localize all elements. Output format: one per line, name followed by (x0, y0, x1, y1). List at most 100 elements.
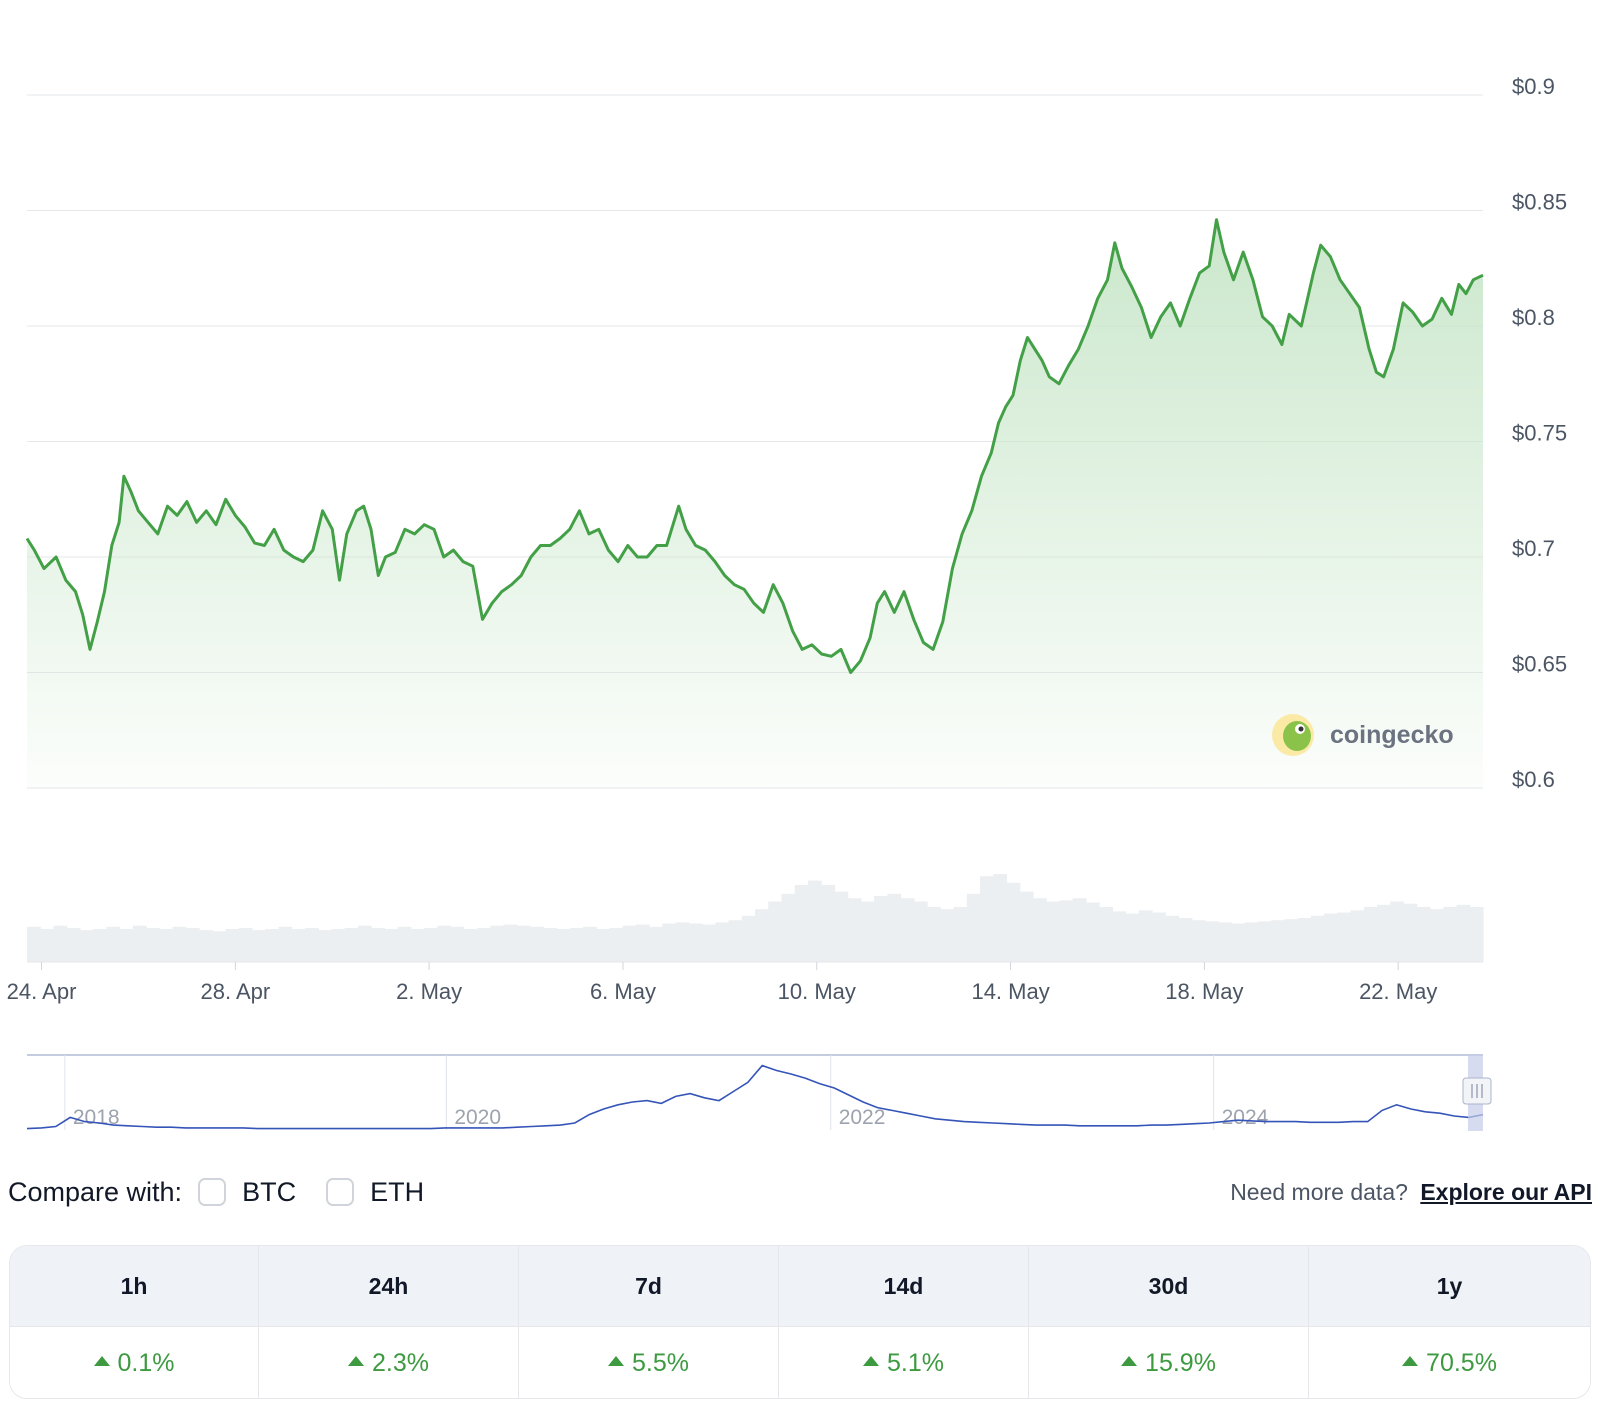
compare-label: Compare with: (8, 1176, 183, 1207)
volume-bar (106, 926, 121, 962)
volume-bar (887, 893, 902, 962)
value-1y: 70.5% (1309, 1327, 1590, 1398)
navigator-line (26, 1064, 1484, 1130)
volume-bar (371, 927, 385, 962)
volume-bar (1363, 907, 1378, 962)
volume-bar (768, 901, 783, 962)
volume-bar (212, 931, 227, 962)
volume-bar (781, 893, 796, 962)
value-1h-text: 0.1% (117, 1348, 175, 1377)
value-7d: 5.5% (519, 1327, 779, 1398)
volume-bar (185, 927, 200, 962)
volume-bar (1244, 922, 1259, 962)
volume-bar (53, 925, 68, 962)
price-chart[interactable]: $0.9 $0.85 $0.8 $0.75 $0.7 $0.65 $0.6 coingeck… (0, 0, 1600, 1010)
volume-bar (252, 930, 266, 962)
volume-bars (27, 874, 1484, 962)
volume-bar (1059, 900, 1074, 962)
performance-table: 1h 24h 7d 14d 30d 1y 0.1% 2.3% 5.5% 5.1%… (9, 1245, 1591, 1399)
range-navigator[interactable]: 2018 2020 2022 2024 (0, 1050, 1600, 1132)
btc-checkbox[interactable] (198, 1178, 227, 1206)
volume-bar (953, 907, 968, 962)
watermark-text: coingecko (1330, 721, 1454, 749)
volume-bar (940, 909, 955, 962)
navigator-year-label: 2024 (1222, 1106, 1269, 1129)
volume-bar (463, 929, 478, 962)
volume-bar (1191, 920, 1206, 962)
volume-bar (516, 925, 531, 962)
volume-bar (93, 929, 108, 962)
header-7d: 7d (519, 1246, 779, 1326)
y-tick-label: $0.7 (1512, 536, 1555, 561)
volume-bar (582, 926, 597, 962)
eth-checkbox[interactable] (326, 1178, 355, 1206)
volume-bar (622, 925, 637, 962)
y-tick-label: $0.85 (1512, 190, 1567, 215)
x-tick-label: 2. May (396, 979, 462, 1004)
volume-bar (199, 930, 213, 962)
performance-value-row: 0.1% 2.3% 5.5% 5.1% 15.9% 70.5% (10, 1326, 1590, 1398)
volume-bar (503, 924, 518, 962)
volume-bar (1350, 910, 1365, 962)
volume-bar (1416, 907, 1431, 962)
volume-bar (450, 926, 465, 962)
y-tick-label: $0.75 (1512, 421, 1567, 446)
volume-bar (635, 924, 650, 962)
volume-bar (1019, 891, 1034, 962)
volume-bar (755, 909, 769, 962)
value-14d-text: 5.1% (887, 1348, 944, 1377)
performance-header-row: 1h 24h 7d 14d 30d 1y (10, 1246, 1590, 1326)
volume-bar (609, 927, 624, 962)
volume-bar (662, 923, 677, 962)
value-24h-text: 2.3% (372, 1348, 429, 1377)
navigator-handle[interactable] (1462, 1077, 1492, 1105)
header-14d: 14d (779, 1246, 1029, 1326)
volume-bar (715, 922, 730, 962)
header-1y: 1y (1436, 1272, 1463, 1299)
up-arrow-icon (1121, 1356, 1138, 1366)
up-arrow-icon (608, 1356, 624, 1366)
navigator-grid (64, 1055, 1215, 1130)
volume-bar (927, 907, 941, 962)
value-24h: 2.3% (259, 1327, 519, 1398)
volume-bar (397, 926, 412, 962)
value-30d: 15.9% (1029, 1327, 1309, 1398)
navigator-year-label: 2020 (454, 1106, 501, 1129)
up-arrow-icon (863, 1356, 879, 1366)
volume-bar (913, 901, 928, 962)
explore-api-link[interactable]: Explore our API (1420, 1178, 1592, 1205)
coingecko-logo-icon (1272, 714, 1314, 756)
volume-bar (675, 922, 690, 962)
volume-bar (225, 929, 240, 962)
volume-bar (27, 926, 41, 962)
volume-bar (1337, 912, 1352, 962)
volume-bar (40, 929, 55, 962)
volume-bar (66, 927, 81, 962)
volume-bar (1390, 901, 1405, 962)
x-tick-label: 22. May (1359, 979, 1437, 1004)
btc-label: BTC (242, 1176, 297, 1207)
volume-bar (1257, 921, 1272, 962)
volume-bar (993, 874, 1008, 962)
volume-bar (278, 926, 293, 962)
volume-bar (318, 930, 333, 962)
volume-bar (265, 929, 280, 962)
up-arrow-icon (348, 1356, 364, 1366)
volume-bar (1456, 904, 1471, 962)
volume-bar (900, 898, 915, 962)
coingecko-watermark: coingecko (1272, 714, 1454, 756)
volume-bar (702, 924, 716, 962)
compare-bar: Compare with: BTC ETH Need more data? Ex… (8, 1164, 1592, 1220)
price-area (27, 219, 1483, 788)
compare-eth-option[interactable]: ETH (326, 1177, 424, 1208)
up-arrow-icon (93, 1356, 110, 1366)
price-line (25, 218, 1484, 674)
volume-bar (1046, 901, 1061, 962)
volume-bar (847, 898, 862, 962)
volume-bar (1085, 902, 1100, 962)
volume-bar (344, 927, 359, 962)
header-24h: 24h (259, 1246, 519, 1326)
compare-btc-option[interactable]: BTC (198, 1177, 296, 1208)
y-tick-label: $0.65 (1512, 652, 1567, 677)
volume-bar (569, 927, 584, 962)
